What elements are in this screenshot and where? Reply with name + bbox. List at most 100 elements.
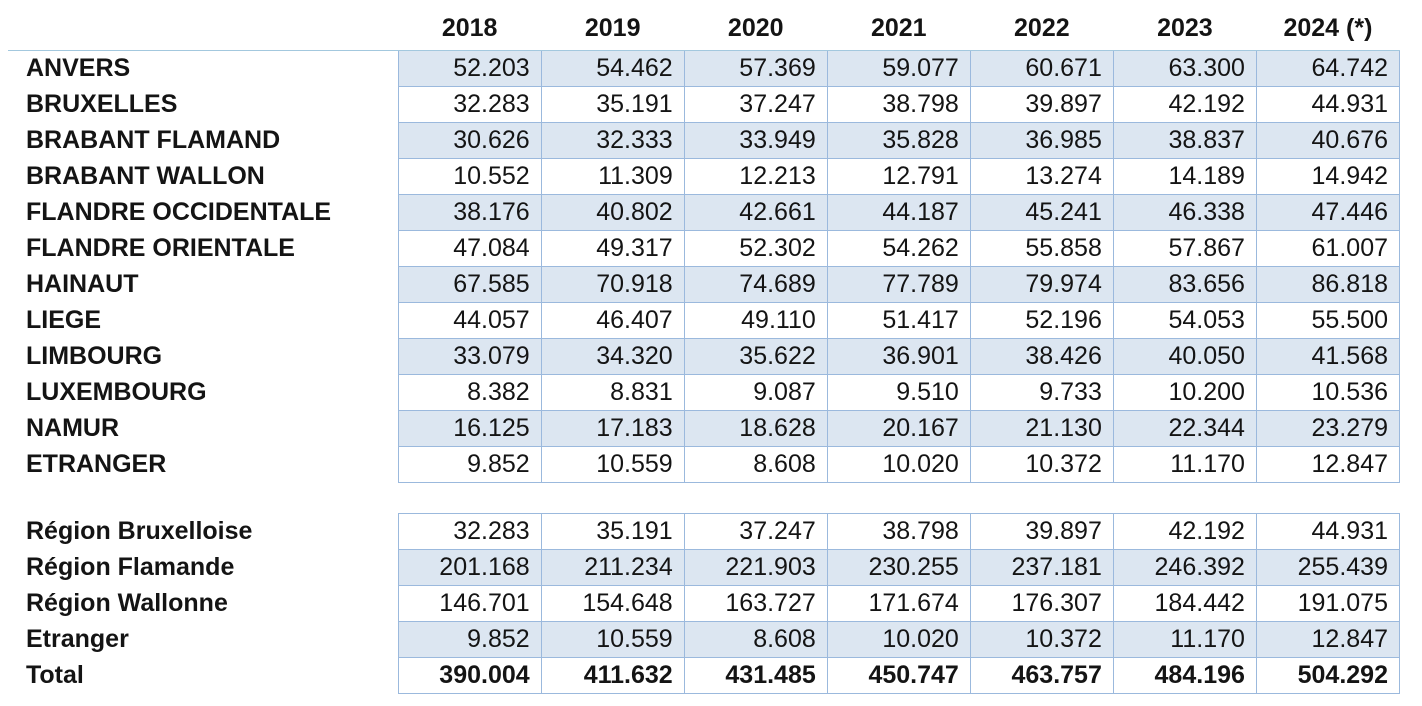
spacer-cell	[1256, 482, 1400, 513]
value-cell: 463.757	[969, 656, 1114, 694]
value-cell: 59.077	[826, 49, 971, 87]
value-cell: 8.608	[683, 445, 828, 483]
value-cell: 37.247	[683, 512, 828, 550]
value-cell: 52.203	[397, 49, 542, 87]
table-row: Région Bruxelloise 32.283 35.191 37.247 38.7…	[8, 512, 1401, 550]
value-cell: 55.500	[1255, 301, 1401, 339]
value-cell: 44.057	[397, 301, 542, 339]
value-cell: 42.192	[1112, 85, 1257, 123]
table-row: ANVERS 52.203 54.462 57.369 59.077 60.671 63.3…	[8, 49, 1401, 87]
row-label: NAMUR	[26, 413, 120, 442]
table-row: NAMUR 16.125 17.183 18.628 20.167 21.130 22.34…	[8, 409, 1401, 447]
value-cell: 49.110	[683, 301, 828, 339]
value-cell: 10.020	[826, 620, 971, 658]
value-cell: 33.949	[683, 121, 828, 159]
table-body: ANVERS 52.203 54.462 57.369 59.077 60.671 63.3…	[8, 49, 1401, 694]
value-cell: 46.338	[1112, 193, 1257, 231]
value-cell: 35.828	[826, 121, 971, 159]
row-label: Région Flamande	[26, 552, 235, 581]
value-cell: 11.309	[540, 157, 685, 195]
value-cell: 36.985	[969, 121, 1114, 159]
value-cell: 18.628	[683, 409, 828, 447]
value-cell: 45.241	[969, 193, 1114, 231]
value-cell: 38.176	[397, 193, 542, 231]
value-cell: 17.183	[540, 409, 685, 447]
value-cell: 12.847	[1255, 445, 1401, 483]
value-cell: 54.053	[1112, 301, 1257, 339]
value-cell: 504.292	[1255, 656, 1401, 694]
value-cell: 8.831	[540, 373, 685, 411]
value-cell: 9.733	[969, 373, 1114, 411]
value-cell: 83.656	[1112, 265, 1257, 303]
value-cell: 55.858	[969, 229, 1114, 267]
row-label: HAINAUT	[26, 269, 139, 298]
value-cell: 10.020	[826, 445, 971, 483]
spacer-cell	[684, 482, 828, 513]
table-row: HAINAUT 67.585 70.918 74.689 77.789 79.974 83.…	[8, 265, 1401, 303]
value-cell: 255.439	[1255, 548, 1401, 586]
value-cell: 74.689	[683, 265, 828, 303]
value-cell: 8.382	[397, 373, 542, 411]
value-cell: 40.050	[1112, 337, 1257, 375]
table-row: Etranger 9.852 10.559 8.608 10.020 10.372 11.1…	[8, 620, 1401, 658]
value-cell: 211.234	[540, 548, 685, 586]
value-cell: 22.344	[1112, 409, 1257, 447]
spacer-cell	[970, 482, 1114, 513]
value-cell: 34.320	[540, 337, 685, 375]
table-row: LIMBOURG 33.079 34.320 35.622 36.901 38.426 40…	[8, 337, 1401, 375]
value-cell: 44.931	[1255, 85, 1401, 123]
row-label: Région Bruxelloise	[26, 516, 253, 545]
year-header: 2021	[827, 12, 971, 51]
table-row: FLANDRE OCCIDENTALE 38.176 40.802 42.661 44.…	[8, 193, 1401, 231]
value-cell: 44.187	[826, 193, 971, 231]
value-cell: 38.798	[826, 85, 971, 123]
value-cell: 60.671	[969, 49, 1114, 87]
row-label: LUXEMBOURG	[26, 377, 207, 406]
value-cell: 21.130	[969, 409, 1114, 447]
value-cell: 42.192	[1112, 512, 1257, 550]
corner-blank-cell	[8, 12, 399, 51]
table-row: FLANDRE ORIENTALE 47.084 49.317 52.302 54.26…	[8, 229, 1401, 267]
value-cell: 11.170	[1112, 620, 1257, 658]
value-cell: 49.317	[540, 229, 685, 267]
value-cell: 9.852	[397, 620, 542, 658]
value-cell: 30.626	[397, 121, 542, 159]
value-cell: 51.417	[826, 301, 971, 339]
value-cell: 39.897	[969, 85, 1114, 123]
value-cell: 10.559	[540, 445, 685, 483]
value-cell: 450.747	[826, 656, 971, 694]
spacer-row	[8, 482, 1400, 513]
spacer-cell	[827, 482, 971, 513]
value-cell: 38.837	[1112, 121, 1257, 159]
spacer-cell	[398, 482, 542, 513]
value-cell: 35.191	[540, 512, 685, 550]
row-label: Région Wallonne	[26, 588, 228, 617]
value-cell: 39.897	[969, 512, 1114, 550]
value-cell: 63.300	[1112, 49, 1257, 87]
value-cell: 431.485	[683, 656, 828, 694]
year-header: 2019	[541, 12, 685, 51]
value-cell: 14.189	[1112, 157, 1257, 195]
value-cell: 13.274	[969, 157, 1114, 195]
value-cell: 70.918	[540, 265, 685, 303]
year-header: 2020	[684, 12, 828, 51]
row-label: BRUXELLES	[26, 89, 178, 118]
value-cell: 32.333	[540, 121, 685, 159]
value-cell: 184.442	[1112, 584, 1257, 622]
value-cell: 411.632	[540, 656, 685, 694]
year-header: 2018	[398, 12, 542, 51]
value-cell: 20.167	[826, 409, 971, 447]
value-cell: 237.181	[969, 548, 1114, 586]
value-cell: 42.661	[683, 193, 828, 231]
value-cell: 176.307	[969, 584, 1114, 622]
value-cell: 9.087	[683, 373, 828, 411]
value-cell: 57.867	[1112, 229, 1257, 267]
value-cell: 201.168	[397, 548, 542, 586]
value-cell: 37.247	[683, 85, 828, 123]
value-cell: 79.974	[969, 265, 1114, 303]
year-header: 2024 (*)	[1256, 12, 1400, 51]
row-label: LIEGE	[26, 305, 102, 334]
value-cell: 484.196	[1112, 656, 1257, 694]
value-cell: 9.852	[397, 445, 542, 483]
